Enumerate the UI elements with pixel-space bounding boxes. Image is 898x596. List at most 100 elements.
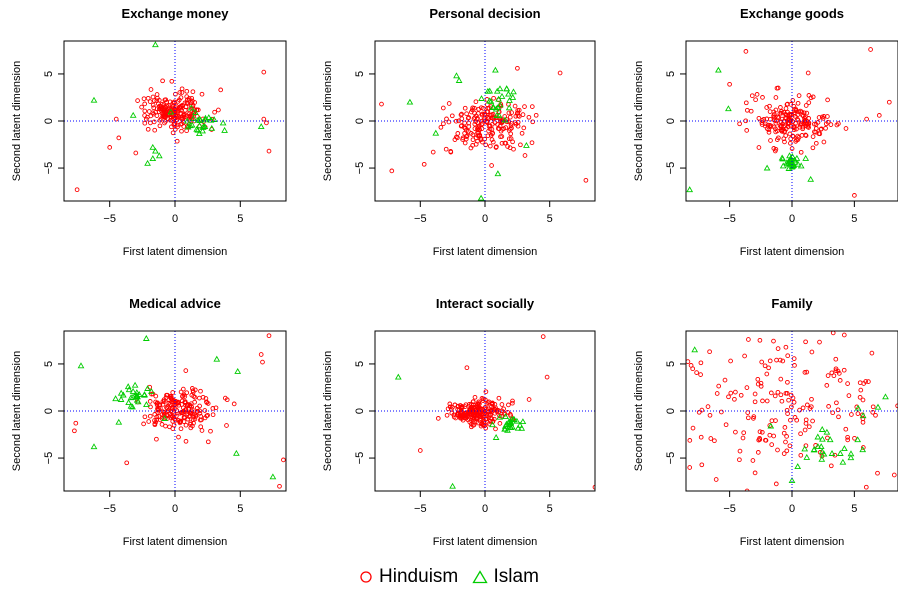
hinduism-point	[508, 123, 514, 129]
hinduism-point	[133, 150, 139, 156]
hinduism-point	[183, 409, 189, 415]
hinduism-point	[886, 99, 892, 105]
hinduism-point	[869, 350, 875, 356]
islam-point	[129, 403, 136, 410]
islam-point	[478, 95, 485, 101]
hinduism-point	[744, 107, 750, 113]
hinduism-point	[825, 97, 830, 103]
hinduism-point	[178, 121, 184, 127]
islam-point	[221, 126, 228, 133]
islam-point	[794, 463, 802, 470]
islam-point	[495, 95, 502, 102]
hinduism-point	[766, 129, 772, 135]
hinduism-point	[784, 102, 790, 107]
data-points	[394, 334, 595, 490]
hinduism-point	[834, 400, 839, 406]
hinduism-point	[190, 89, 196, 95]
hinduism-point	[727, 81, 732, 87]
hinduism-point	[830, 410, 836, 416]
x-tick-label: 5	[237, 503, 243, 515]
hinduism-point	[519, 130, 525, 136]
islam-point	[841, 445, 848, 452]
hinduism-point	[781, 124, 786, 130]
x-axis-label: First latent dimension	[740, 246, 845, 258]
legend: Hinduism Islam	[0, 566, 898, 590]
hinduism-point	[157, 123, 163, 129]
hinduism-point	[182, 399, 188, 404]
hinduism-point	[444, 412, 450, 418]
chart-title: Interact socially	[436, 296, 535, 311]
hinduism-point	[485, 419, 491, 425]
y-tick-label: −5	[354, 452, 366, 465]
hinduism-point	[515, 65, 520, 71]
y-axis-label: Second latent dimension	[633, 351, 645, 471]
hinduism-point	[224, 423, 229, 428]
hinduism-point	[781, 129, 787, 135]
hinduism-point	[473, 99, 479, 105]
hinduism-point	[860, 419, 866, 425]
hinduism-point	[819, 126, 824, 132]
islam-point	[131, 381, 139, 388]
hinduism-point	[210, 406, 216, 411]
hinduism-point	[444, 116, 449, 122]
islam-point	[763, 164, 771, 171]
hinduism-point	[784, 434, 789, 439]
hinduism-point	[836, 371, 842, 376]
hinduism-point	[495, 122, 500, 127]
hinduism-point	[753, 97, 758, 103]
hinduism-point	[154, 417, 160, 423]
hinduism-point	[868, 47, 873, 52]
hinduism-point	[197, 403, 202, 409]
hinduism-point	[185, 402, 191, 407]
hinduism-point	[186, 96, 192, 101]
islam-point	[196, 117, 204, 124]
hinduism-point	[179, 102, 185, 108]
hinduism-point	[156, 97, 162, 103]
hinduism-point	[184, 100, 190, 106]
y-tick-label: 5	[43, 361, 55, 367]
hinduism-point	[456, 408, 462, 413]
hinduism-point	[785, 379, 790, 385]
hinduism-point	[175, 418, 181, 423]
hinduism-point	[197, 408, 202, 414]
hinduism-point	[441, 121, 446, 127]
hinduism-point	[529, 104, 535, 109]
hinduism-point	[810, 94, 816, 100]
islam-point	[208, 124, 216, 131]
hinduism-point	[804, 369, 810, 375]
hinduism-point	[774, 128, 780, 134]
hinduism-point	[833, 356, 839, 362]
x-tick-label: −5	[723, 213, 736, 225]
hinduism-point	[875, 470, 880, 476]
hinduism-point	[690, 425, 696, 431]
x-tick-label: −5	[414, 213, 427, 225]
hinduism-point	[769, 442, 775, 447]
islam-point	[117, 389, 125, 396]
hinduism-point	[475, 130, 480, 136]
hinduism-point	[490, 131, 495, 137]
hinduism-point	[791, 127, 797, 132]
islam-point	[219, 119, 227, 126]
hinduism-point	[806, 121, 812, 127]
hinduism-point	[450, 404, 455, 410]
hinduism-point	[512, 103, 518, 109]
islam-point	[783, 159, 791, 166]
hinduism-point	[530, 119, 536, 125]
islam-point	[715, 66, 722, 73]
islam-point	[818, 425, 826, 432]
hinduism-point	[494, 144, 499, 150]
hinduism-point	[159, 106, 165, 111]
hinduism-point	[764, 371, 770, 377]
x-tick-label: 5	[237, 213, 243, 225]
islam-point	[802, 154, 810, 161]
hinduism-point	[746, 337, 751, 342]
x-tick-label: 0	[482, 213, 488, 225]
hinduism-point	[506, 402, 511, 408]
islam-point	[507, 424, 515, 431]
hinduism-point	[488, 411, 494, 417]
hinduism-point	[260, 359, 265, 365]
hinduism-point	[511, 146, 516, 152]
islam-point	[818, 455, 826, 462]
hinduism-point	[453, 118, 459, 124]
y-tick-label: 0	[665, 408, 677, 414]
